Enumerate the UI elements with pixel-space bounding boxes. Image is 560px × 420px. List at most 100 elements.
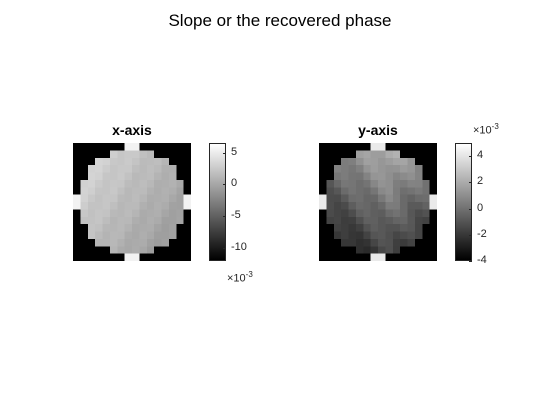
heatmap-cell <box>378 224 386 232</box>
heatmap-cell <box>333 202 342 210</box>
heatmap-background-cell <box>385 253 393 261</box>
heatmap-cell <box>124 253 133 261</box>
heatmap-cell <box>355 187 364 195</box>
heatmap-cell <box>102 165 111 173</box>
heatmap-background-cell <box>333 157 342 166</box>
heatmap-cell <box>429 202 437 210</box>
heatmap-cell <box>117 187 125 195</box>
heatmap-background-cell <box>333 253 342 261</box>
heatmap-background-cell <box>183 238 191 247</box>
heatmap-cell <box>422 216 430 225</box>
heatmap-background-cell <box>87 246 96 254</box>
heatmap-cell <box>378 231 386 240</box>
heatmap-cell <box>370 246 379 254</box>
heatmap-background-cell <box>341 246 349 254</box>
heatmap-cell <box>109 209 118 217</box>
heatmap-background-cell <box>161 150 170 158</box>
heatmap-cell <box>161 179 170 188</box>
heatmap-cell <box>348 179 357 188</box>
heatmap-cell <box>109 157 118 166</box>
heatmap-background-cell <box>95 143 103 151</box>
heatmap-cell <box>414 194 423 203</box>
heatmap-cell <box>154 157 162 166</box>
heatmap-background-cell <box>341 253 349 261</box>
heatmap-cell <box>341 165 349 173</box>
heatmap-cell <box>385 179 393 188</box>
heatmap-cell <box>146 231 155 240</box>
heatmap-cell <box>139 202 147 210</box>
heatmap-cell <box>161 202 170 210</box>
heatmap-cell <box>378 157 386 166</box>
heatmap-background-cell <box>319 165 327 173</box>
heatmap-background-cell <box>176 165 184 173</box>
heatmap-background-cell <box>154 246 162 254</box>
heatmap-cell <box>407 224 416 232</box>
heatmap-cell <box>422 202 430 210</box>
heatmap-cell <box>146 216 155 225</box>
heatmap-cell <box>161 209 170 217</box>
heatmap-cell <box>385 157 393 166</box>
colorbar-tick <box>469 156 472 157</box>
heatmap-cell <box>87 172 96 181</box>
heatmap-cell <box>139 165 147 173</box>
heatmap-cell <box>355 231 364 240</box>
heatmap-cell <box>378 194 386 203</box>
heatmap-background-cell <box>407 143 416 151</box>
heatmap-cell <box>132 231 140 240</box>
heatmap-cell <box>333 165 342 173</box>
heatmap-cell <box>348 187 357 195</box>
heatmap-cell <box>400 209 408 217</box>
heatmap-background-cell <box>183 172 191 181</box>
heatmap-cell <box>414 224 423 232</box>
heatmap-cell <box>429 194 437 203</box>
colorbar-tick-label: 5 <box>231 146 238 158</box>
heatmap-cell <box>117 194 125 203</box>
heatmap-background-cell <box>154 253 162 261</box>
heatmap-cell <box>161 238 170 247</box>
heatmap-cell <box>102 194 111 203</box>
heatmap-cell <box>326 179 334 188</box>
heatmap-background-cell <box>422 253 430 261</box>
heatmap-background-cell <box>429 150 437 158</box>
heatmap-cell <box>117 202 125 210</box>
heatmap-cell <box>87 224 96 232</box>
heatmap-background-cell <box>429 143 437 151</box>
heatmap-background-cell <box>73 231 81 240</box>
heatmap-cell <box>80 179 88 188</box>
heatmap-background-cell <box>429 179 437 188</box>
heatmap-cell <box>139 224 147 232</box>
heatmap-background-cell <box>73 143 81 151</box>
colorbar-tick <box>223 184 226 185</box>
heatmap-cell <box>341 224 349 232</box>
heatmap-cell <box>146 224 155 232</box>
heatmap-cell <box>95 194 103 203</box>
x-axis-slope-heatmap <box>73 143 191 261</box>
heatmap-cell <box>102 216 111 225</box>
heatmap-cell <box>154 179 162 188</box>
heatmap-cell <box>102 187 111 195</box>
heatmap-cell <box>407 194 416 203</box>
heatmap-cell <box>139 246 147 254</box>
heatmap-cell <box>124 172 133 181</box>
heatmap-cell <box>109 216 118 225</box>
heatmap-cell <box>363 224 371 232</box>
heatmap-background-cell <box>102 150 111 158</box>
heatmap-background-cell <box>73 216 81 225</box>
heatmap-cell <box>385 209 393 217</box>
heatmap-cell <box>95 231 103 240</box>
heatmap-cell <box>109 165 118 173</box>
heatmap-cell <box>176 202 184 210</box>
heatmap-cell <box>355 224 364 232</box>
heatmap-cell <box>326 202 334 210</box>
heatmap-cell <box>333 172 342 181</box>
heatmap-cell <box>87 231 96 240</box>
heatmap-cell <box>80 216 88 225</box>
heatmap-background-cell <box>176 150 184 158</box>
heatmap-cell <box>370 238 379 247</box>
heatmap-background-cell <box>183 216 191 225</box>
heatmap-cell <box>132 246 140 254</box>
heatmap-background-cell <box>73 165 81 173</box>
heatmap-background-cell <box>326 172 334 181</box>
heatmap-cell <box>385 202 393 210</box>
